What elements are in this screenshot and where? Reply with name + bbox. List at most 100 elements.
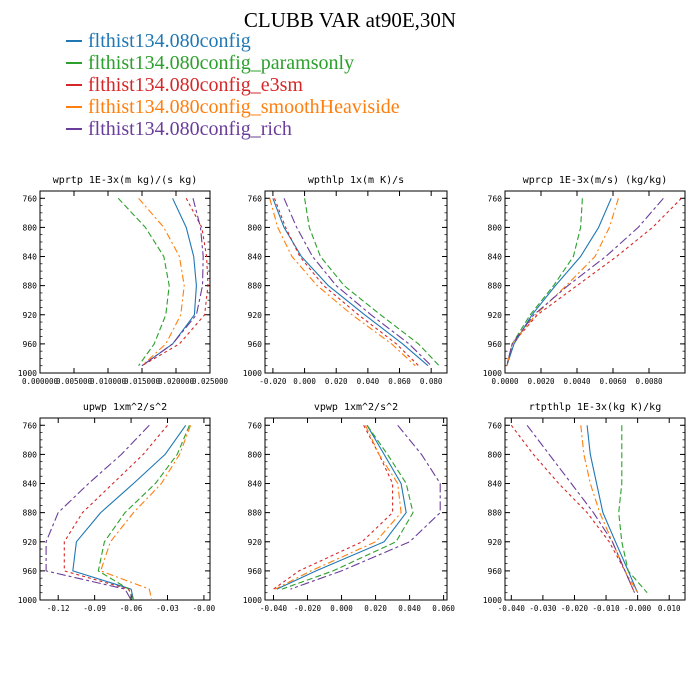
- panel-title: wpthlp 1x(m K)/s: [308, 175, 404, 186]
- legend-swatch: [66, 62, 82, 64]
- legend-item: flthist134.080config_paramsonly: [66, 52, 400, 74]
- y-tick-label: 920: [23, 538, 38, 547]
- x-tick-label: 0.020: [364, 604, 387, 613]
- series-line: [506, 198, 619, 366]
- series-line: [72, 424, 187, 601]
- chart-panel: wprtp 1E-3x(m kg)/(s kg) 760 800 840 880 920 9…: [18, 175, 229, 386]
- x-tick-label: 0.060: [432, 604, 455, 613]
- y-tick-label: 920: [488, 311, 503, 320]
- chart-panel: rtpthlp 1E-3x(kg K)/kg 760 800 840 880 920 960…: [483, 402, 686, 613]
- y-tick-label: 1000: [243, 596, 262, 605]
- x-tick-label: 0.040: [357, 377, 380, 386]
- y-tick-label: 960: [248, 340, 263, 349]
- x-tick-label: 0.010000: [90, 377, 127, 386]
- plot-frame: [504, 190, 686, 374]
- legend-swatch: [66, 40, 82, 42]
- y-tick-label: 1000: [483, 369, 502, 378]
- panel-title: upwp 1xm^2/s^2: [83, 402, 167, 413]
- y-tick-label: 760: [23, 194, 38, 203]
- series-line: [506, 198, 612, 366]
- y-tick-label: 800: [23, 223, 38, 232]
- y-tick-label: 800: [488, 450, 503, 459]
- series-line: [141, 198, 209, 367]
- panel-title: vpwp 1xm^2/s^2: [314, 402, 398, 413]
- x-tick-label: 0.005000: [56, 377, 93, 386]
- series-line: [141, 198, 204, 367]
- y-tick-label: 1000: [243, 369, 262, 378]
- series-line: [273, 198, 419, 367]
- series-line: [304, 198, 440, 367]
- legend: flthist134.080config flthist134.080confi…: [66, 30, 400, 140]
- legend-label: flthist134.080config_rich: [88, 117, 292, 140]
- y-tick-label: 920: [488, 538, 503, 547]
- x-tick-label: 0.080: [420, 377, 443, 386]
- series-line: [276, 425, 407, 590]
- series-line: [117, 197, 170, 367]
- series-line: [506, 198, 583, 366]
- panel-title: rtpthlp 1E-3x(kg K)/kg: [529, 402, 661, 413]
- y-tick-label: 960: [488, 567, 503, 576]
- x-tick-label: 0.025000: [192, 377, 229, 386]
- x-tick-label: 0.015000: [124, 377, 161, 386]
- x-tick-label: -0.03: [156, 604, 179, 613]
- legend-item: flthist134.080config_smoothHeaviside: [66, 96, 400, 118]
- series-line: [506, 197, 682, 366]
- legend-label: flthist134.080config_smoothHeaviside: [88, 95, 400, 118]
- y-tick-label: 880: [488, 509, 503, 518]
- y-tick-label: 800: [248, 223, 263, 232]
- series-line: [272, 198, 429, 367]
- x-tick-label: 0.0080: [635, 377, 663, 386]
- y-tick-label: 760: [248, 421, 263, 430]
- series-line: [141, 198, 197, 367]
- y-tick-label: 880: [248, 509, 263, 518]
- y-tick-label: 840: [23, 253, 38, 262]
- x-tick-label: 0.040: [398, 604, 421, 613]
- legend-label: flthist134.080config_paramsonly: [88, 51, 355, 74]
- x-tick-label: 0.0060: [599, 377, 627, 386]
- x-tick-label: 0.0040: [563, 377, 591, 386]
- plot-frame: [39, 417, 211, 601]
- y-tick-label: 960: [248, 567, 263, 576]
- y-tick-label: 840: [488, 253, 503, 262]
- series-line: [269, 198, 416, 367]
- plot-frame: [264, 190, 448, 374]
- y-tick-label: 840: [488, 480, 503, 489]
- x-tick-label: -0.020: [561, 604, 589, 613]
- series-line: [274, 425, 402, 590]
- series-line: [45, 424, 150, 601]
- page-title: CLUBB VAR at90E,30N: [243, 8, 457, 32]
- y-tick-label: 800: [248, 450, 263, 459]
- x-tick-label: -0.040: [260, 604, 288, 613]
- series-line: [138, 197, 185, 367]
- y-tick-label: 1000: [18, 596, 37, 605]
- series-line: [283, 198, 432, 367]
- y-tick-label: 880: [23, 282, 38, 291]
- y-tick-label: 1000: [18, 369, 37, 378]
- x-tick-label: -0.12: [47, 604, 70, 613]
- series-line: [586, 425, 639, 593]
- y-tick-label: 760: [248, 194, 263, 203]
- y-tick-label: 760: [488, 421, 503, 430]
- legend-swatch: [66, 84, 82, 86]
- x-tick-label: -0.030: [529, 604, 557, 613]
- y-tick-label: 800: [23, 450, 38, 459]
- x-tick-label: -0.010: [593, 604, 621, 613]
- x-tick-label: 0.0020: [527, 377, 555, 386]
- legend-swatch: [66, 106, 82, 108]
- y-tick-label: 920: [248, 538, 263, 547]
- x-tick-label: 0.000: [293, 377, 316, 386]
- x-tick-label: -0.000: [624, 604, 652, 613]
- y-tick-label: 760: [23, 421, 38, 430]
- y-tick-label: 840: [248, 480, 263, 489]
- y-tick-label: 920: [23, 311, 38, 320]
- chart-panel: vpwp 1xm^2/s^2 760 800 840 880 920 960 1000-0.0…: [243, 402, 456, 613]
- chart-panel: wprcp 1E-3x(m/s) (kg/kg) 760 800 840 880 920 9…: [483, 175, 686, 386]
- y-tick-label: 760: [488, 194, 503, 203]
- x-tick-label: -0.06: [120, 604, 143, 613]
- x-tick-label: -0.00: [193, 604, 216, 613]
- legend-swatch: [66, 128, 82, 130]
- y-tick-label: 1000: [483, 596, 502, 605]
- y-tick-label: 880: [248, 282, 263, 291]
- x-tick-label: -0.09: [83, 604, 106, 613]
